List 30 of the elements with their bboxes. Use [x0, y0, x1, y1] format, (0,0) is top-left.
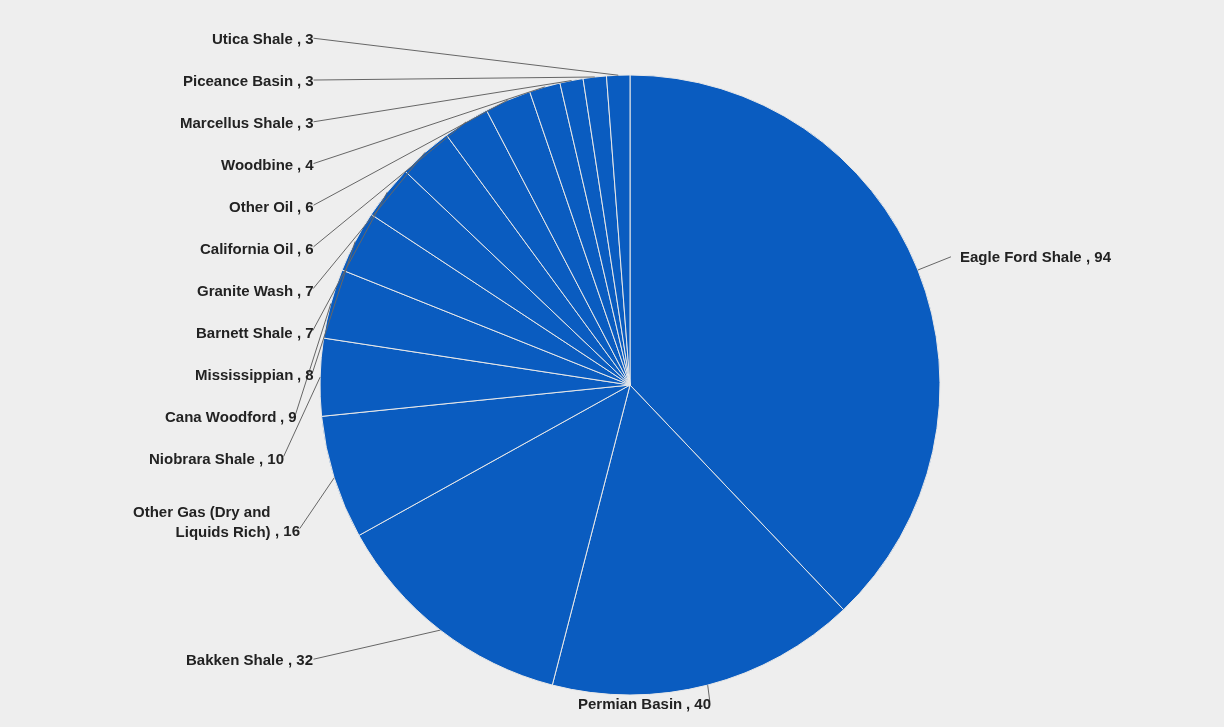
- slice-label: California Oil: [200, 240, 294, 257]
- data-label: , 3: [297, 72, 314, 89]
- slice-label: Cana Woodford: [165, 408, 277, 425]
- data-label: , 9: [280, 408, 297, 425]
- slice-label: Other Oil: [229, 198, 294, 215]
- slice-label: Piceance Basin: [183, 72, 294, 89]
- data-label: , 4: [297, 156, 315, 173]
- slice-label: Granite Wash: [197, 282, 294, 299]
- data-label: , 10: [259, 450, 285, 467]
- data-label: , 8: [297, 366, 314, 383]
- slice-label: Eagle Ford Shale: [960, 248, 1082, 265]
- data-label: , 7: [297, 282, 314, 299]
- slice-label: Marcellus Shale: [180, 114, 294, 131]
- data-label: , 40: [686, 695, 712, 712]
- data-label: , 6: [297, 198, 314, 215]
- data-label: , 32: [288, 651, 314, 668]
- data-label: , 3: [297, 30, 314, 47]
- data-label: , 6: [297, 240, 314, 257]
- slice-label: Bakken Shale: [186, 651, 284, 668]
- slice-label: Barnett Shale: [196, 324, 293, 341]
- data-label: , 7: [297, 324, 314, 341]
- slice-label: Mississippian: [195, 366, 294, 383]
- slice-label: Niobrara Shale: [149, 450, 255, 467]
- slice-label: Other Gas (Dry and Liquids Rich): [133, 503, 271, 540]
- data-label: , 16: [275, 522, 301, 539]
- slice-label: Utica Shale: [212, 30, 293, 47]
- data-label: , 3: [297, 114, 314, 131]
- slice-label: Woodbine: [221, 156, 294, 173]
- data-label: , 94: [1086, 248, 1112, 265]
- slice-label: Permian Basin: [578, 695, 683, 712]
